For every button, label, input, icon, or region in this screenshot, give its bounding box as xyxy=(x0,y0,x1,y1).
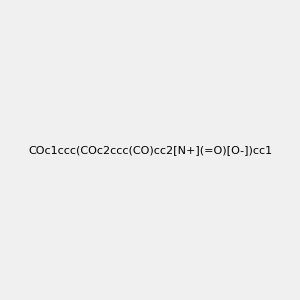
Text: COc1ccc(COc2ccc(CO)cc2[N+](=O)[O-])cc1: COc1ccc(COc2ccc(CO)cc2[N+](=O)[O-])cc1 xyxy=(28,145,272,155)
